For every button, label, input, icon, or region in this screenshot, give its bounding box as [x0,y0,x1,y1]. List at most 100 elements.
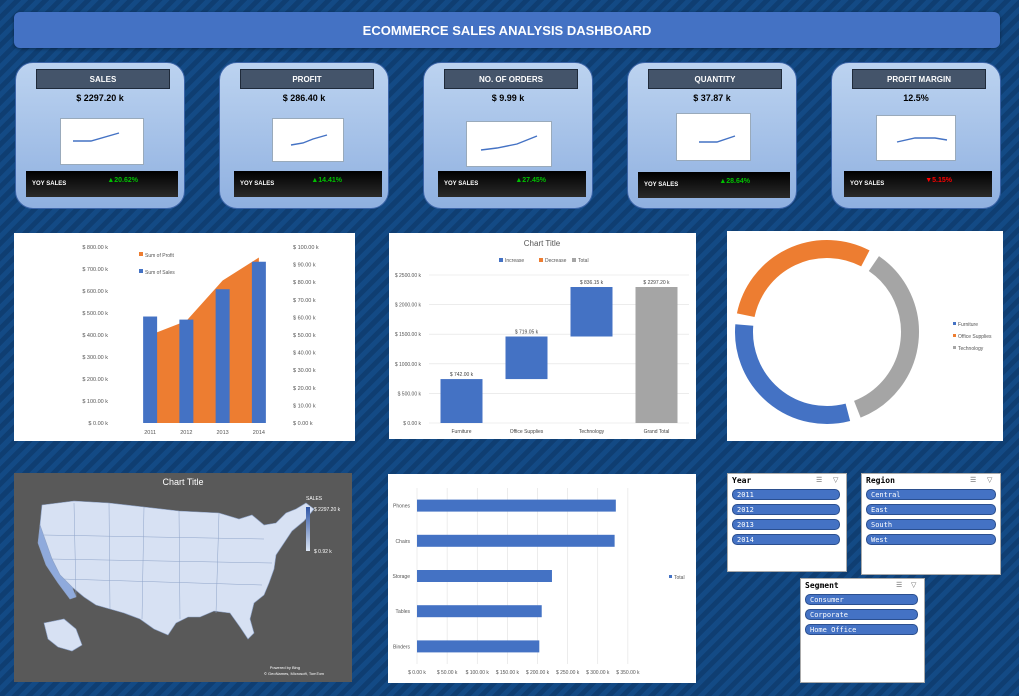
clear-filter-icon[interactable]: ▽ [911,582,917,589]
right-axis-tick: $ 70.00 k [293,298,316,304]
left-axis-tick: $ 200.00 k [82,377,108,383]
increase-bar [505,336,548,380]
year-slicer[interactable]: Year ☰ ▽ 2011 2012 2013 2014 [727,473,847,572]
usa-states-shape [39,500,315,640]
left-axis-tick: $ 800.00 k [82,245,108,251]
kpi-label: PROFIT [240,69,374,89]
sales-profit-chart-panel[interactable]: $ 0.00 k $ 100.00 k $ 200.00 k $ 300.00 k $ … [14,233,355,441]
kpi-yoy-label: YOY SALES [850,181,885,187]
y-axis-tick: Chairs [396,539,411,545]
sales-bar [215,289,230,423]
left-axis-tick: $ 400.00 k [82,333,108,339]
subcategory-bar [417,605,542,618]
slicer-item-region[interactable]: Central [866,489,996,500]
legend-swatch-sales [139,269,143,273]
x-axis-tick: $ 50.00 k [437,670,458,676]
map-legend-min: $ 0.92 k [314,549,332,555]
kpi-yoy-change: ▲27.45% [515,177,546,184]
donut-slice [735,324,851,424]
y-axis-tick: $ 1500.00 k [395,332,422,338]
kpi-yoy-bar: YOY SALES ▼5.15% [844,171,992,197]
legend-swatch-profit [139,252,143,256]
data-label: $ 836.15 k [580,280,604,286]
kpi-value: $ 286.40 k [282,93,326,103]
slicer-item-segment[interactable]: Corporate [805,609,918,620]
map-legend-max: $ 2297.20 k [314,507,341,513]
legend-sales: Sum of Sales [145,270,175,276]
right-axis-tick: $ 20.00 k [293,386,316,392]
legend-entry: Decrease [545,258,567,264]
kpi-yoy-change: ▼5.15% [925,177,952,184]
y-axis-tick: $ 0.00 k [403,421,421,427]
right-axis-tick: $ 30.00 k [293,368,316,374]
left-axis-tick: $ 0.00 k [88,421,108,427]
right-axis-tick: $ 80.00 k [293,280,316,286]
legend-swatch [572,258,576,262]
map-credit-2: © GeoNames, Microsoft, TomTom [264,671,325,676]
waterfall-title: Chart Title [524,239,561,248]
slicer-item-segment[interactable]: Home Office [805,624,918,635]
multi-select-icon[interactable]: ☰ [970,477,977,484]
x-axis-tick: 2013 [217,430,229,436]
sparkline-path [73,132,120,142]
kpi-card[interactable]: SALES $ 2297.20 k YOY SALES ▲20.62% [15,62,185,209]
kpi-value: $ 9.99 k [491,93,525,103]
right-axis-tick: $ 100.00 k [293,245,319,251]
y-axis-tick: Binders [393,644,410,650]
legend-profit: Sum of Profit [145,253,175,259]
kpi-sparkline [60,118,144,165]
category-donut-chart: Furniture Office Supplies Technology [735,240,992,424]
multi-select-icon[interactable]: ☰ [816,477,823,484]
legend-swatch [499,258,503,262]
sales-map-panel[interactable]: Chart Title SALES $ 2297.20 k $ 0.92 k P… [14,473,352,682]
legend-entry: Furniture [958,322,978,328]
kpi-card[interactable]: PROFIT MARGIN 12.5% YOY SALES ▼5.15% [831,62,1001,209]
kpi-sparkline [876,115,956,161]
map-legend-title: SALES [306,496,323,502]
kpi-sparkline [272,118,344,162]
slicer-item-year[interactable]: 2011 [732,489,840,500]
kpi-value: $ 2297.20 k [76,93,124,103]
right-axis-tick: $ 0.00 k [293,421,313,427]
subcategory-bar-chart: $ 0.00 k $ 50.00 k $ 100.00 k $ 150.00 k $ 2… [392,488,685,676]
segment-slicer[interactable]: Segment ☰ ▽ Consumer Corporate Home Office [800,578,925,683]
region-slicer[interactable]: Region ☰ ▽ Central East South West [861,473,1001,575]
slicer-item-year[interactable]: 2012 [732,504,840,515]
sales-profit-chart: $ 0.00 k $ 100.00 k $ 200.00 k $ 300.00 k $ … [82,245,319,436]
kpi-value: $ 37.87 k [693,93,731,103]
x-axis-tick: $ 300.00 k [586,670,610,676]
kpi-sparkline [676,113,751,161]
sales-bar [143,316,158,423]
slicer-item-region[interactable]: East [866,504,996,515]
sales-map: Chart Title SALES $ 2297.20 k $ 0.92 k P… [37,477,341,676]
sales-bar [251,261,266,423]
slicer-item-region[interactable]: West [866,534,996,545]
kpi-card[interactable]: PROFIT $ 286.40 k YOY SALES ▲14.41% [219,62,389,209]
clear-filter-icon[interactable]: ▽ [987,477,993,484]
kpi-card[interactable]: NO. OF ORDERS $ 9.99 k YOY SALES ▲27.45% [423,62,593,209]
clear-filter-icon[interactable]: ▽ [833,477,839,484]
kpi-yoy-label: YOY SALES [644,182,679,188]
y-axis-tick: $ 2500.00 k [395,273,422,279]
left-axis-tick: $ 300.00 k [82,355,108,361]
kpi-yoy-change: ▲28.64% [719,178,750,185]
legend-entry: Total [578,258,589,264]
sales-bar [179,319,194,423]
segment-slicer-title: Segment [805,581,839,590]
subcategory-bar [417,640,540,653]
x-axis-tick: $ 350.00 k [616,670,640,676]
kpi-yoy-bar: YOY SALES ▲28.64% [638,172,790,198]
x-axis-tick: 2011 [144,430,156,436]
multi-select-icon[interactable]: ☰ [896,582,903,589]
subcategory-bar-panel[interactable]: $ 0.00 k $ 50.00 k $ 100.00 k $ 150.00 k $ 2… [388,474,696,683]
slicer-item-year[interactable]: 2013 [732,519,840,530]
category-donut-panel[interactable]: Furniture Office Supplies Technology [727,231,1003,441]
dashboard-title: ECOMMERCE SALES ANALYSIS DASHBOARD [14,12,1000,48]
slicer-item-segment[interactable]: Consumer [805,594,918,605]
kpi-card[interactable]: QUANTITY $ 37.87 k YOY SALES ▲28.64% [627,62,797,209]
slicer-item-year[interactable]: 2014 [732,534,840,545]
legend-entry: Increase [505,258,524,264]
waterfall-chart-panel[interactable]: Chart Title Increase Decrease Total $ 0.00 k… [389,233,696,439]
slicer-item-region[interactable]: South [866,519,996,530]
legend-swatch [539,258,543,262]
